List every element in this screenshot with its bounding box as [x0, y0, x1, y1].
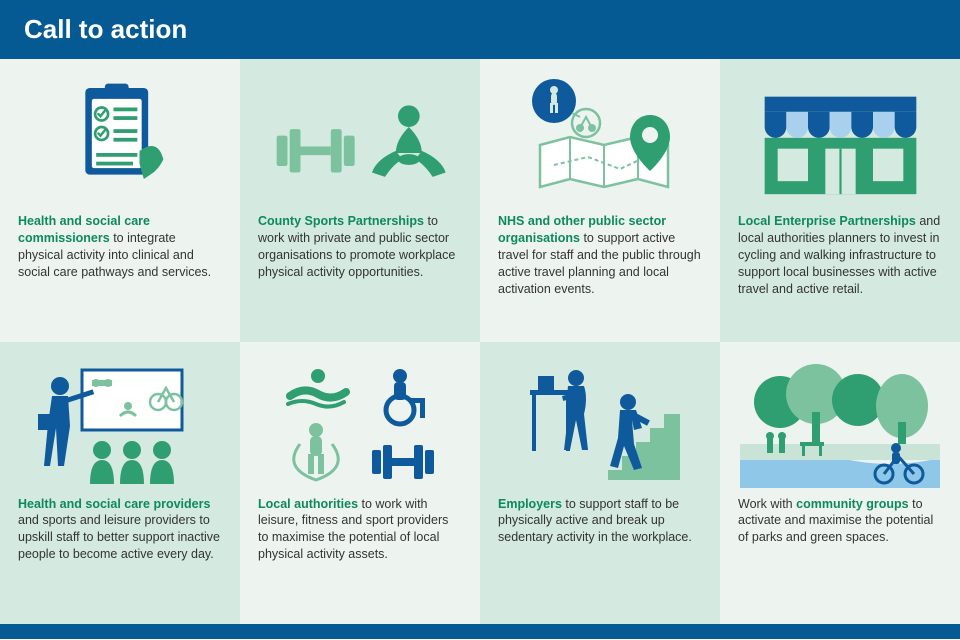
cell-county-sports: County Sports Partnerships to work with … — [240, 59, 480, 342]
workplace-activity-icon — [498, 358, 702, 488]
cell-providers: Health and social care providers and spo… — [0, 342, 240, 625]
park-icon — [738, 358, 942, 488]
cell-employers: Employers to support staff to be physica… — [480, 342, 720, 625]
fitness-yoga-icon — [258, 75, 462, 205]
storefront-icon — [738, 75, 942, 205]
training-icon — [18, 358, 222, 488]
clipboard-icon — [18, 75, 222, 205]
cell-nhs-travel: NHS and other public sector organisation… — [480, 59, 720, 342]
cell-community: Work with community groups to activate a… — [720, 342, 960, 625]
cell-text: NHS and other public sector organisation… — [498, 213, 702, 297]
cell-text: Local authorities to work with leisure, … — [258, 496, 462, 564]
cell-text: Health and social care commissioners to … — [18, 213, 222, 281]
infographic-grid: Health and social care commissioners to … — [0, 59, 960, 624]
cell-text: County Sports Partnerships to work with … — [258, 213, 462, 281]
page-title: Call to action — [24, 14, 936, 45]
map-travel-icon — [498, 75, 702, 205]
footer-bar — [0, 624, 960, 639]
cell-text: Employers to support staff to be physica… — [498, 496, 702, 547]
cell-commissioners: Health and social care commissioners to … — [0, 59, 240, 342]
cell-text: Health and social care providers and spo… — [18, 496, 222, 564]
activities-icon — [258, 358, 462, 488]
cell-text: Local Enterprise Partnerships and local … — [738, 213, 942, 297]
header-bar: Call to action — [0, 0, 960, 59]
cell-local-authorities: Local authorities to work with leisure, … — [240, 342, 480, 625]
cell-local-enterprise: Local Enterprise Partnerships and local … — [720, 59, 960, 342]
cell-text: Work with community groups to activate a… — [738, 496, 942, 547]
